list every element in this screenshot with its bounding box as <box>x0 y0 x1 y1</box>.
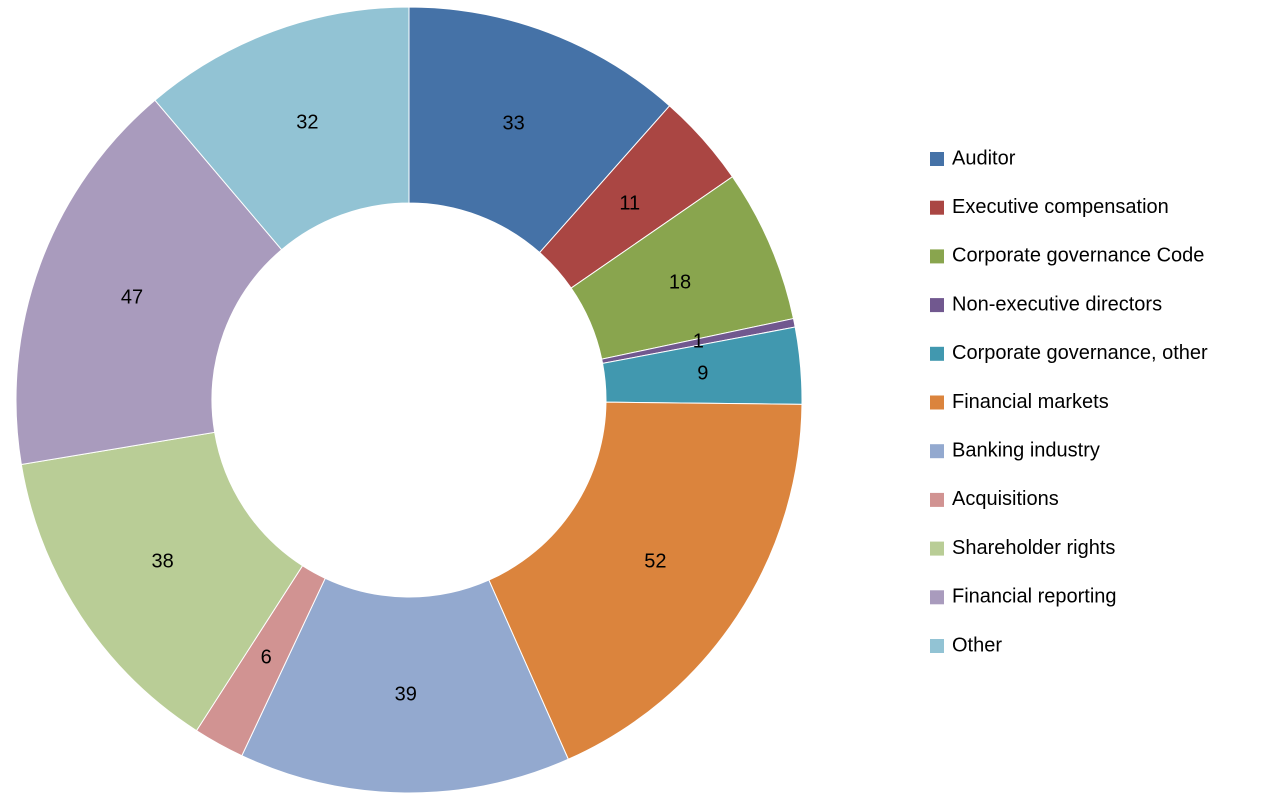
slice <box>488 401 803 760</box>
legend-swatch <box>930 639 944 653</box>
legend-swatch <box>930 492 944 507</box>
legend-label: Other <box>952 634 1002 656</box>
legend-swatch <box>930 200 944 215</box>
data-label: 1 <box>693 330 704 352</box>
data-label: 32 <box>296 111 318 133</box>
data-label: 39 <box>395 683 417 705</box>
slice <box>408 6 671 254</box>
slice <box>20 431 304 732</box>
legend-swatch <box>930 590 944 605</box>
data-label: 52 <box>644 550 666 572</box>
slice <box>154 6 410 251</box>
legend-label: Corporate governance, other <box>952 342 1208 364</box>
slice <box>241 577 569 794</box>
slice <box>15 99 283 466</box>
legend-label: Financial reporting <box>952 586 1117 608</box>
legend-label: Corporate governance Code <box>952 245 1204 267</box>
data-label: 6 <box>261 646 272 668</box>
legend-swatch <box>930 444 944 459</box>
legend-label: Auditor <box>952 147 1016 169</box>
legend-swatch <box>930 152 944 166</box>
data-label: 9 <box>697 362 708 384</box>
legend-label: Executive compensation <box>952 196 1169 218</box>
data-labels: 33 11 18 1 9 52 39 6 38 47 32 <box>121 111 709 705</box>
legend-label: Banking industry <box>952 439 1100 461</box>
data-label: 33 <box>502 112 524 134</box>
donut <box>15 6 803 794</box>
legend-swatch <box>930 541 944 556</box>
legend: Auditor Executive compensation Corporate g… <box>930 147 1208 656</box>
legend-label: Acquisitions <box>952 488 1059 510</box>
data-label: 38 <box>151 550 173 572</box>
legend-label: Non-executive directors <box>952 293 1162 315</box>
data-label: 11 <box>619 193 640 215</box>
legend-swatch <box>930 298 944 313</box>
legend-swatch <box>930 346 944 361</box>
data-label: 47 <box>121 287 143 309</box>
legend-label: Shareholder rights <box>952 537 1115 559</box>
legend-swatch <box>930 395 944 410</box>
data-label: 18 <box>669 272 691 294</box>
legend-swatch <box>930 249 944 264</box>
legend-label: Financial markets <box>952 391 1109 413</box>
